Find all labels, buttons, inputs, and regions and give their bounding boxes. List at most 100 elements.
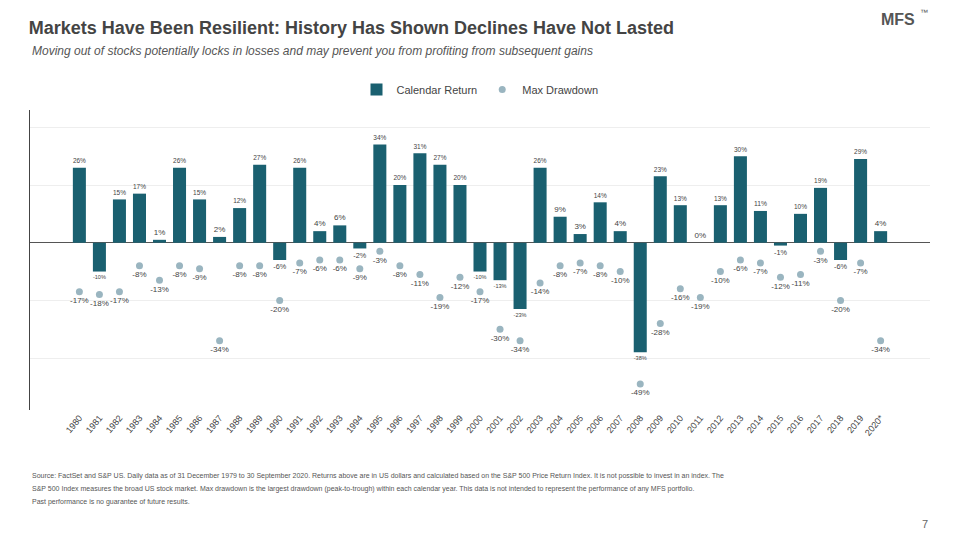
svg-text:3%: 3% [574,222,586,231]
svg-text:-6%: -6% [834,262,847,271]
svg-text:1980: 1980 [64,413,85,435]
svg-text:31%: 31% [413,143,426,150]
svg-text:-8%: -8% [172,270,186,279]
svg-text:-17%: -17% [471,296,490,305]
svg-text:1985: 1985 [164,413,185,435]
svg-text:-8%: -8% [593,270,607,279]
svg-text:1%: 1% [154,228,166,237]
svg-text:-10%: -10% [711,276,730,285]
svg-text:20%: 20% [453,174,466,181]
svg-text:26%: 26% [173,157,186,164]
svg-text:26%: 26% [534,157,547,164]
svg-text:17%: 17% [133,183,146,190]
svg-text:6%: 6% [334,213,346,222]
svg-text:-18%: -18% [90,299,109,308]
svg-text:26%: 26% [73,157,86,164]
svg-text:-9%: -9% [353,273,367,282]
svg-text:1995: 1995 [364,413,385,435]
svg-text:9%: 9% [554,205,566,214]
svg-text:-8%: -8% [393,270,407,279]
svg-text:26%: 26% [293,157,306,164]
svg-text:13%: 13% [714,195,727,202]
svg-text:-28%: -28% [651,328,670,337]
svg-text:™: ™ [920,8,928,17]
svg-text:-16%: -16% [671,293,690,302]
svg-text:-13%: -13% [494,283,507,289]
svg-text:-2%: -2% [353,251,366,260]
svg-text:Max Drawdown: Max Drawdown [522,84,598,96]
svg-text:-34%: -34% [511,345,530,354]
svg-text:-20%: -20% [831,305,850,314]
svg-text:-1%: -1% [774,248,787,257]
svg-text:2005: 2005 [565,413,586,435]
svg-text:2018: 2018 [825,413,846,435]
svg-text:2008: 2008 [625,413,646,435]
svg-text:1998: 1998 [424,413,445,435]
svg-text:2%: 2% [214,225,226,234]
svg-text:2009: 2009 [645,413,666,435]
svg-text:-34%: -34% [871,345,890,354]
svg-text:-8%: -8% [233,270,247,279]
svg-text:1996: 1996 [384,413,405,435]
svg-text:2016: 2016 [785,413,806,435]
svg-text:1989: 1989 [244,413,265,435]
svg-text:-10%: -10% [611,276,630,285]
svg-text:29%: 29% [854,148,867,155]
svg-text:1990: 1990 [264,413,285,435]
svg-text:1983: 1983 [124,413,145,435]
svg-text:-11%: -11% [791,279,809,288]
svg-text:-12%: -12% [771,282,790,291]
svg-text:1986: 1986 [184,413,205,435]
svg-text:Markets Have Been Resilient: H: Markets Have Been Resilient: History Has… [29,18,674,38]
svg-text:-8%: -8% [132,270,146,279]
svg-text:2002: 2002 [505,413,526,435]
svg-text:1981: 1981 [84,413,105,435]
svg-text:2004: 2004 [545,413,566,435]
svg-text:-6%: -6% [733,264,747,273]
svg-text:2015: 2015 [765,413,786,435]
svg-text:-3%: -3% [813,256,827,265]
svg-text:14%: 14% [594,192,607,199]
svg-text:2012: 2012 [705,413,726,435]
svg-text:1984: 1984 [144,413,165,435]
svg-text:-6%: -6% [273,262,286,271]
svg-text:-9%: -9% [192,273,206,282]
svg-text:1982: 1982 [104,413,125,435]
svg-text:1999: 1999 [444,413,465,435]
svg-text:2019: 2019 [845,413,866,435]
svg-text:-10%: -10% [474,274,487,280]
svg-text:23%: 23% [654,166,667,173]
svg-text:7: 7 [922,518,928,530]
svg-text:Calendar Return: Calendar Return [397,84,478,96]
svg-text:12%: 12% [233,197,246,204]
svg-text:2020*: 2020* [863,413,886,438]
svg-text:-3%: -3% [373,256,387,265]
svg-text:2013: 2013 [725,413,746,435]
svg-text:1993: 1993 [324,413,345,435]
svg-text:-19%: -19% [431,302,450,311]
svg-text:-7%: -7% [293,267,307,276]
svg-text:11%: 11% [754,200,767,207]
svg-text:1991: 1991 [284,413,305,435]
svg-text:15%: 15% [193,189,206,196]
svg-text:S&P 500 Index measures the bro: S&P 500 Index measures the broad US stoc… [32,485,694,493]
svg-text:27%: 27% [433,154,446,161]
svg-text:2000: 2000 [464,413,485,435]
svg-text:27%: 27% [253,154,266,161]
svg-text:1988: 1988 [224,413,245,435]
svg-text:-17%: -17% [110,296,129,305]
svg-text:34%: 34% [373,134,386,141]
svg-text:-13%: -13% [150,285,169,294]
svg-text:-19%: -19% [691,302,710,311]
svg-text:20%: 20% [393,174,406,181]
svg-text:-6%: -6% [333,264,347,273]
svg-text:-12%: -12% [451,282,470,291]
svg-text:30%: 30% [734,146,747,153]
svg-text:4%: 4% [875,219,887,228]
svg-text:2007: 2007 [605,413,626,435]
svg-text:0%: 0% [695,231,707,240]
svg-text:-14%: -14% [531,287,550,296]
svg-text:1987: 1987 [204,413,225,435]
svg-text:-8%: -8% [253,270,267,279]
svg-text:MFS: MFS [881,11,915,28]
